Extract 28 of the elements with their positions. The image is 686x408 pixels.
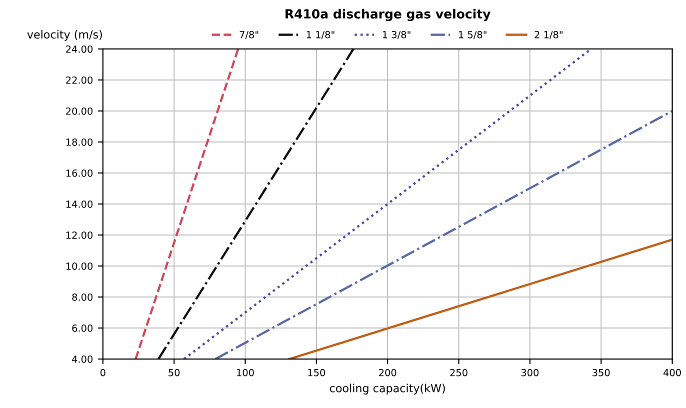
legend-label: 1 1/8" <box>306 30 334 40</box>
y-tick-label: 22.00 <box>66 76 93 84</box>
x-tick-label: 0 <box>100 368 106 376</box>
y-tick-label: 10.00 <box>66 262 93 270</box>
y-tick-label: 24.00 <box>66 45 93 53</box>
chart-title: R410a discharge gas velocity <box>286 8 491 22</box>
y-tick-label: 20.00 <box>66 107 93 115</box>
legend-label: 1 5/8" <box>458 30 486 40</box>
legend-label: 2 1/8" <box>534 30 562 40</box>
x-tick-label: 100 <box>237 368 254 376</box>
legend-label: 1 3/8" <box>382 30 410 40</box>
y-axis-title: velocity (m/s) <box>27 30 102 41</box>
x-tick-label: 150 <box>308 368 326 376</box>
y-tick-label: 14.00 <box>66 200 93 208</box>
x-tick-label: 300 <box>521 368 539 376</box>
x-tick-label: 250 <box>450 368 468 376</box>
y-tick-label: 12.00 <box>66 231 93 239</box>
x-tick-label: 400 <box>663 368 681 376</box>
x-tick-label: 200 <box>379 368 396 376</box>
y-tick-label: 18.00 <box>66 138 93 146</box>
y-tick-label: 16.00 <box>66 169 93 177</box>
y-tick-label: 6.00 <box>72 324 93 332</box>
y-tick-label: 8.00 <box>72 294 93 301</box>
legend-label: 7/8" <box>240 30 258 40</box>
x-tick-label: 350 <box>592 368 610 376</box>
x-axis-title: cooling capacity(kW) <box>330 384 445 394</box>
y-tick-label: 4.00 <box>72 356 93 363</box>
x-tick-label: 50 <box>168 368 180 376</box>
